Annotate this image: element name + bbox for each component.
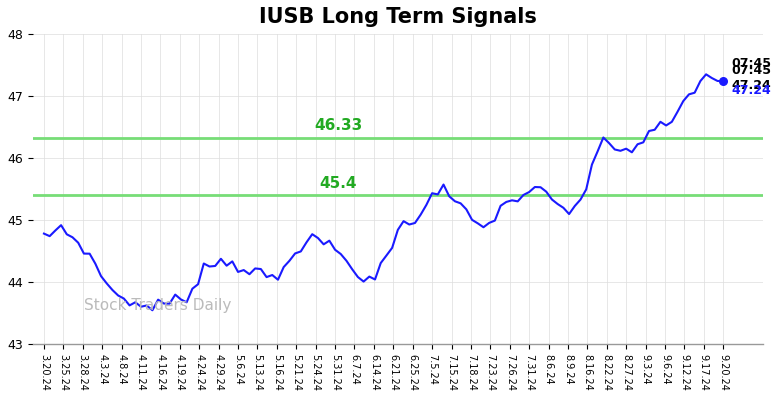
Text: 46.33: 46.33 (314, 118, 363, 133)
Title: IUSB Long Term Signals: IUSB Long Term Signals (259, 7, 537, 27)
Point (717, 78, 729, 84)
Text: 07:45: 07:45 (731, 57, 771, 70)
Text: 07:45
47.24: 07:45 47.24 (731, 64, 771, 92)
Text: 45.4: 45.4 (320, 176, 358, 191)
Text: Stock Traders Daily: Stock Traders Daily (84, 298, 231, 313)
Text: 47.24: 47.24 (731, 84, 771, 98)
